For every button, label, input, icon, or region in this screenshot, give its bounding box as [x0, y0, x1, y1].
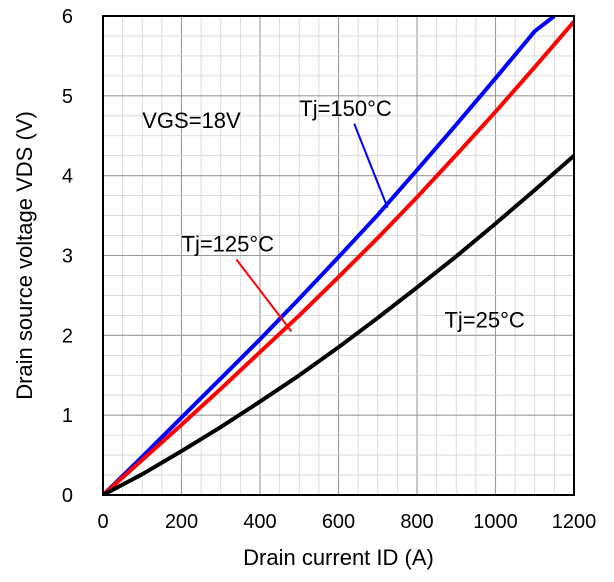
y-tick-label: 0: [62, 485, 73, 507]
annotation-label: Tj=125°C: [182, 232, 275, 257]
y-tick-label: 1: [62, 405, 73, 427]
x-axis-title: Drain current ID (A): [243, 545, 434, 570]
y-tick-labels: 0 1 2 3 4 5 6: [62, 6, 73, 507]
annotation-leaders: [235, 123, 389, 332]
x-tick-labels: 0 200 400 600 800 1000 1200: [97, 511, 596, 533]
x-tick-label: 1200: [552, 511, 597, 533]
annotation-leader-line: [353, 123, 389, 208]
x-tick-label: 1000: [473, 511, 518, 533]
plot-frame: [102, 15, 575, 496]
y-tick-label: 2: [62, 325, 73, 347]
annotation-leader-line: [235, 258, 293, 332]
x-tick-label: 600: [322, 511, 355, 533]
annotations: VGS=18V Tj=150°C Tj=125°C Tj=25°C: [142, 96, 525, 333]
x-tick-label: 200: [165, 511, 198, 533]
series-lines: [103, 16, 574, 495]
annotation-label: VGS=18V: [142, 108, 241, 133]
x-tick-label: 400: [243, 511, 276, 533]
y-tick-label: 6: [62, 6, 73, 28]
y-axis-title: Drain source voltage VDS (V): [12, 111, 37, 400]
series-line-0: [103, 16, 556, 495]
x-tick-label: 800: [400, 511, 433, 533]
series-line-2: [103, 154, 574, 495]
annotation-label: Tj=150°C: [299, 96, 392, 121]
y-tick-label: 4: [62, 166, 73, 188]
series-line-1: [103, 20, 574, 495]
y-tick-label: 5: [62, 86, 73, 108]
annotation-label: Tj=25°C: [444, 307, 524, 332]
x-tick-label: 0: [97, 511, 108, 533]
y-tick-label: 3: [62, 246, 73, 268]
